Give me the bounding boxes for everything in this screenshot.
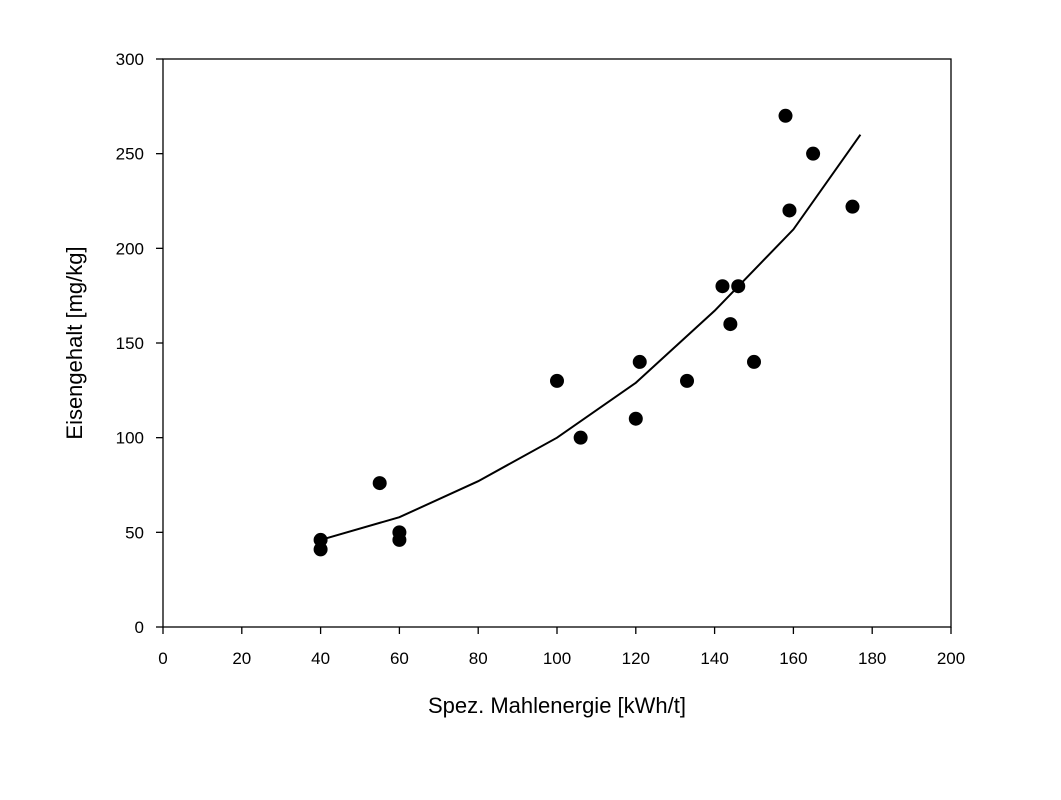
x-tick-label: 60 xyxy=(390,649,409,668)
plot-frame xyxy=(162,58,952,628)
data-points-layer xyxy=(313,108,860,557)
data-point xyxy=(680,373,695,388)
data-point xyxy=(632,354,647,369)
data-point xyxy=(392,532,407,547)
data-point xyxy=(372,476,387,491)
x-tick-label: 120 xyxy=(622,649,650,668)
x-tick-label: 160 xyxy=(779,649,807,668)
x-tick-label: 100 xyxy=(543,649,571,668)
data-point xyxy=(313,542,328,557)
y-tick-label: 150 xyxy=(116,334,144,353)
x-tick-label: 0 xyxy=(158,649,167,668)
x-tick-label: 20 xyxy=(232,649,251,668)
y-tick-label: 250 xyxy=(116,145,144,164)
x-axis: 0 20 40 60 80 100 120 140 160 180 200 xyxy=(158,627,965,668)
x-tick-label: 140 xyxy=(700,649,728,668)
fit-curve-layer xyxy=(320,134,862,541)
y-tick-label: 200 xyxy=(116,239,144,258)
y-tick-label: 100 xyxy=(116,429,144,448)
x-tick-label: 200 xyxy=(937,649,965,668)
y-tick-label: 300 xyxy=(116,50,144,69)
x-axis-title: Spez. Mahlenergie [kWh/t] xyxy=(428,693,686,718)
data-point xyxy=(715,279,730,294)
data-point xyxy=(782,203,797,218)
x-tick-label: 80 xyxy=(469,649,488,668)
data-point xyxy=(778,108,793,123)
x-tick-label: 40 xyxy=(311,649,330,668)
y-tick-label: 50 xyxy=(125,523,144,542)
data-point xyxy=(628,411,643,426)
y-axis-title: Eisengehalt [mg/kg] xyxy=(62,246,87,439)
data-point xyxy=(573,430,588,445)
data-point xyxy=(731,279,746,294)
data-point xyxy=(550,373,564,388)
y-axis: 0 50 100 150 200 250 300 xyxy=(116,50,163,637)
fit-curve xyxy=(320,134,862,541)
x-tick-label: 180 xyxy=(858,649,886,668)
y-tick-label: 0 xyxy=(135,618,144,637)
data-point xyxy=(845,199,860,214)
data-point xyxy=(806,146,821,161)
data-point xyxy=(723,317,738,332)
data-point xyxy=(747,354,761,369)
